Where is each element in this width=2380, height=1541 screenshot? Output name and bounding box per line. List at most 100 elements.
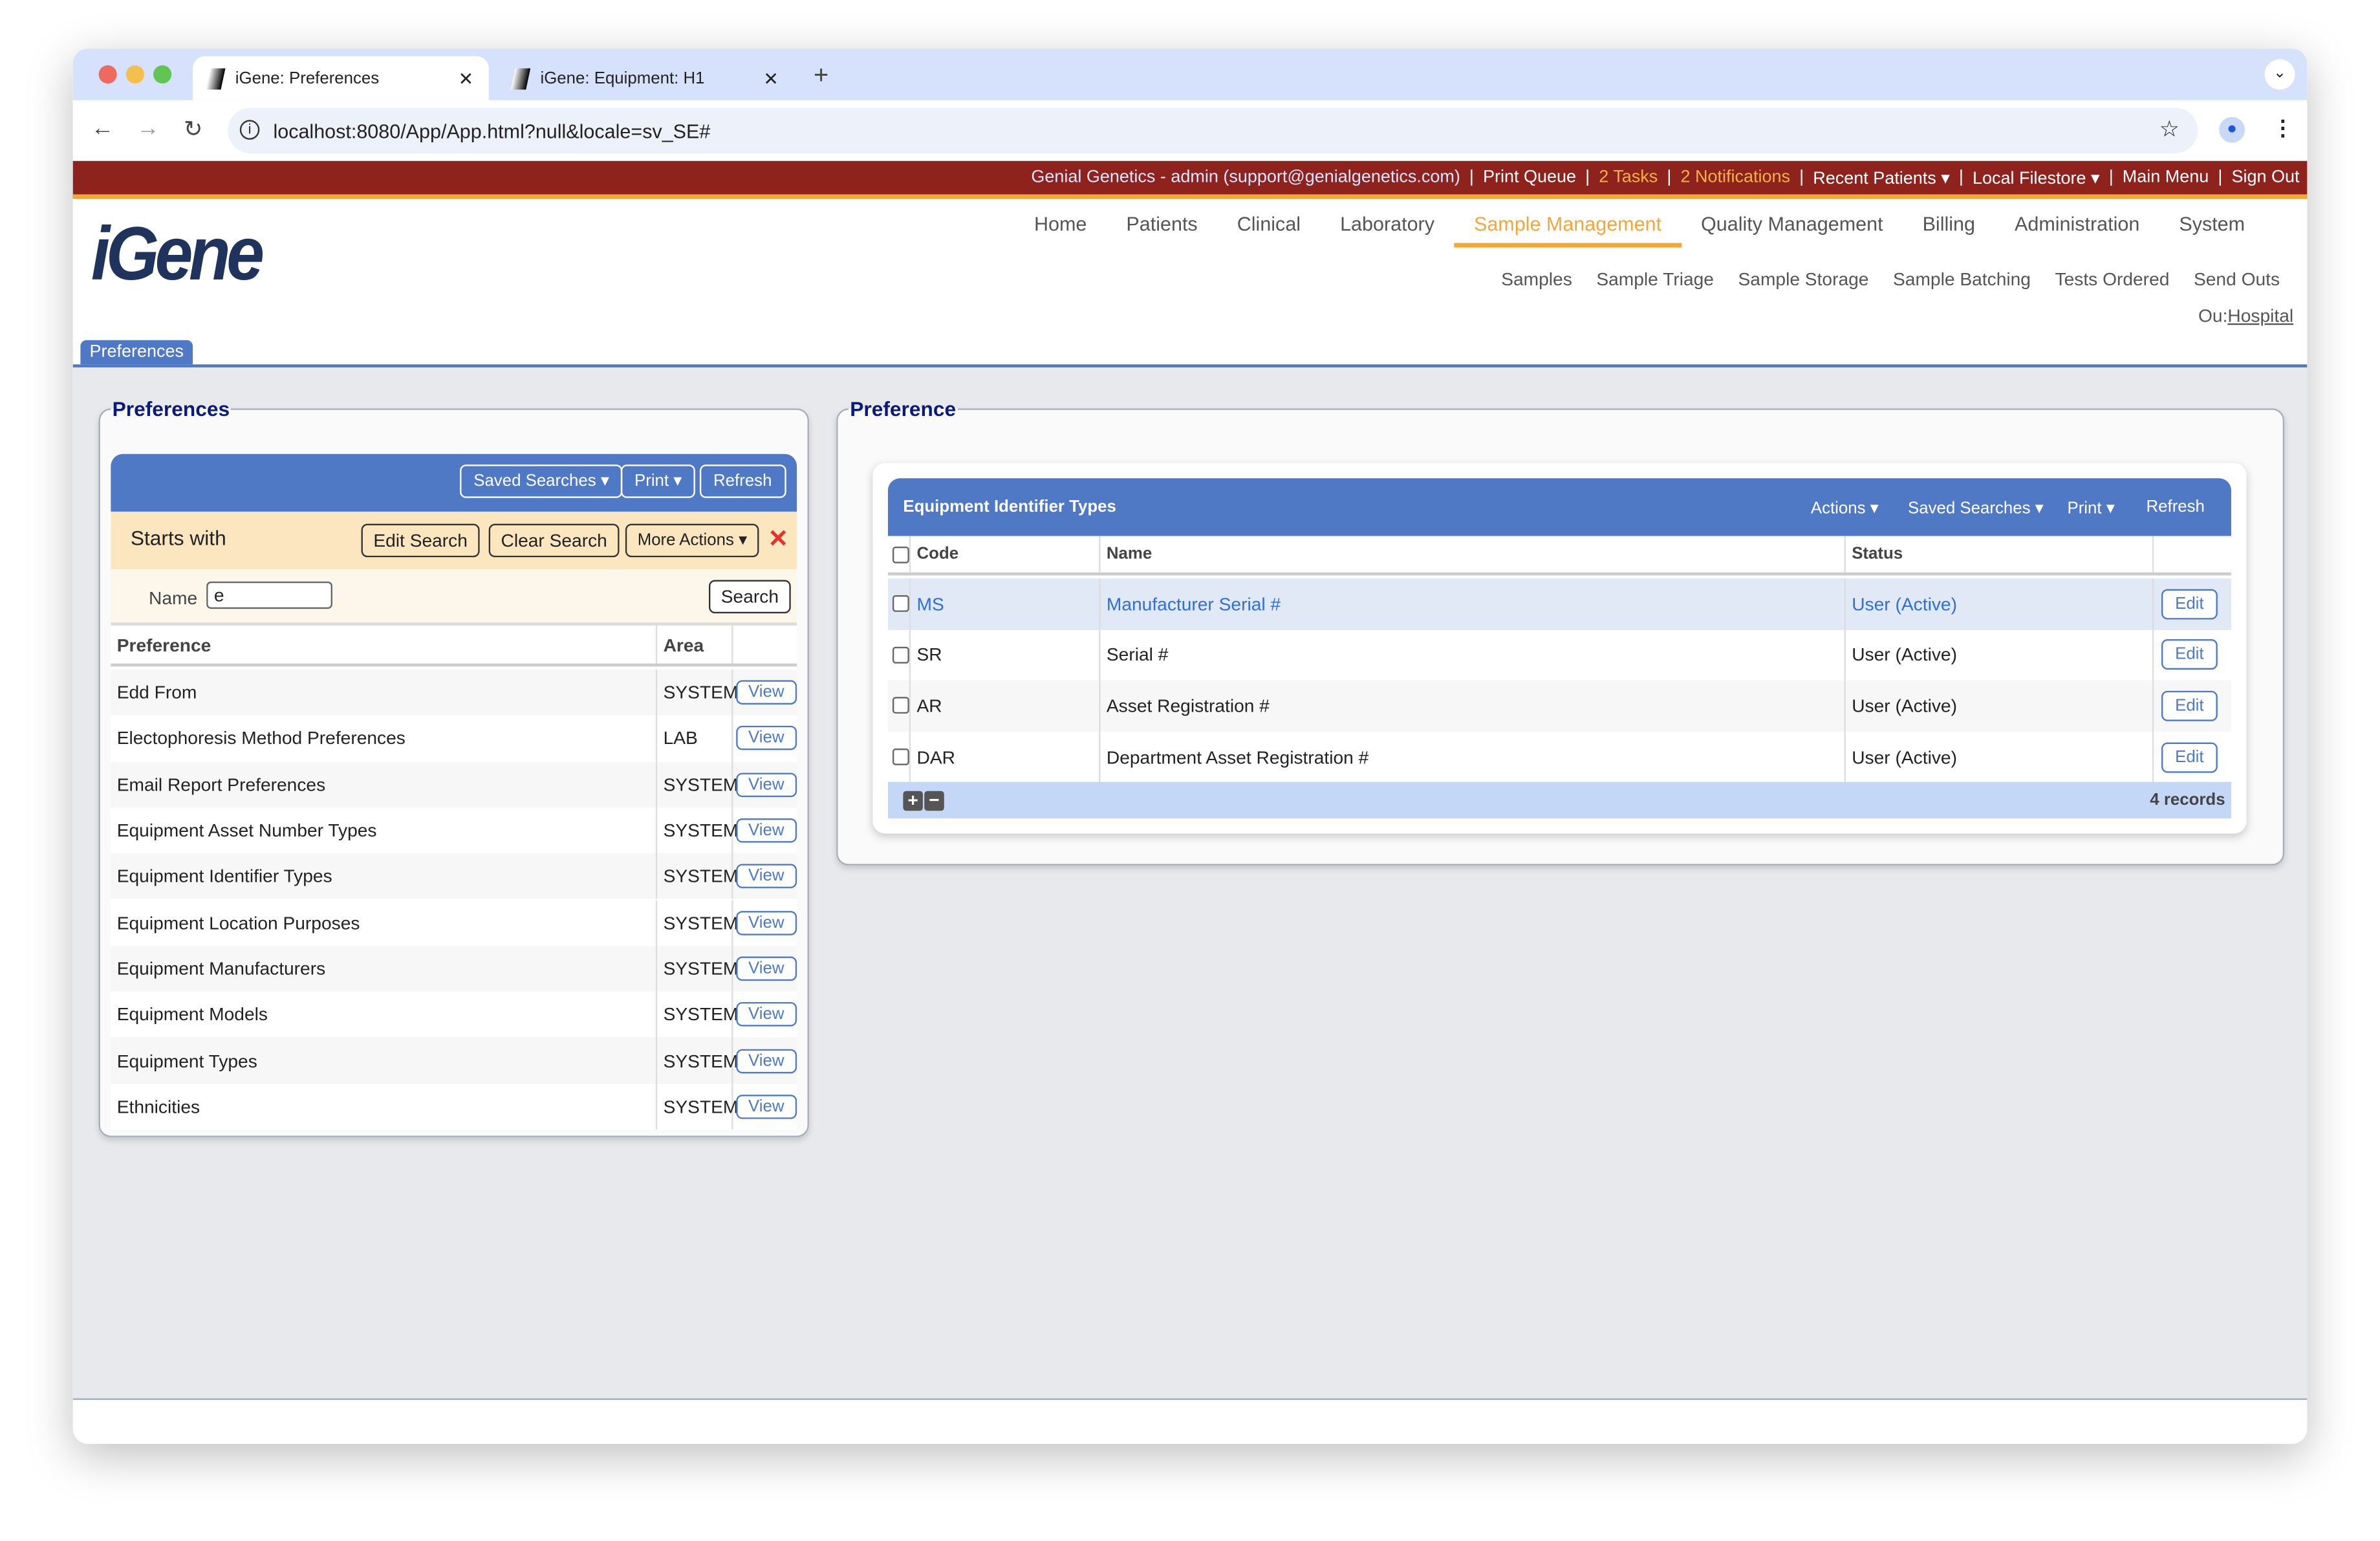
ou-link[interactable]: Hospital [2227,305,2294,327]
subnav-sample-batching[interactable]: Sample Batching [1893,268,2031,290]
nav-laboratory[interactable]: Laboratory [1340,212,1434,235]
table-row[interactable]: Ethnicities SYSTEM View [111,1083,797,1130]
forward-arrow-icon[interactable]: → [136,115,160,142]
close-tab-icon[interactable]: ✕ [458,67,474,89]
column-code[interactable]: Code [911,536,1101,573]
nav-billing[interactable]: Billing [1922,212,1975,235]
nav-sample-management[interactable]: Sample Management [1454,213,1682,248]
nav-system[interactable]: System [2179,212,2245,235]
close-tab-icon[interactable]: ✕ [763,67,779,89]
actions-menu[interactable]: Actions ▾ [1810,499,1879,518]
view-button[interactable]: View [736,772,797,797]
table-row[interactable]: MS Manufacturer Serial # User (Active) E… [887,578,2231,630]
column-preference[interactable]: Preference [111,625,658,664]
sub-nav: Samples Sample Triage Sample Storage Sam… [1489,268,2291,290]
maximize-window-button[interactable] [153,65,172,84]
view-button[interactable]: View [736,1002,797,1027]
view-button[interactable]: View [736,1048,797,1073]
close-search-icon[interactable]: ✕ [768,527,788,553]
table-row[interactable]: Electophoresis Method Preferences LAB Vi… [111,716,797,762]
select-all-checkbox[interactable] [892,545,909,563]
column-name[interactable]: Name [1101,536,1846,573]
table-row[interactable]: Equipment Location Purposes SYSTEM View [111,899,797,946]
view-button[interactable]: View [736,726,797,751]
nav-patients[interactable]: Patients [1126,212,1198,235]
nav-quality-management[interactable]: Quality Management [1701,212,1883,235]
table-row[interactable]: Equipment Asset Number Types SYSTEM View [111,807,797,854]
add-row-icon[interactable]: + [903,790,923,811]
tab-preferences[interactable]: Preferences [80,340,193,365]
nav-home[interactable]: Home [1034,212,1087,235]
site-info-icon[interactable]: i [239,120,260,140]
more-actions-button[interactable]: More Actions ▾ [625,523,759,558]
view-button[interactable]: View [736,956,797,981]
tab-divider [72,364,2308,367]
saved-searches-button[interactable]: Saved Searches ▾ [460,464,623,498]
main-nav: Home Patients Clinical Laboratory Sample… [1014,213,2264,248]
url-field[interactable]: i localhost:8080/App/App.html?null&local… [228,107,2198,154]
column-status[interactable]: Status [1846,536,2154,573]
back-arrow-icon[interactable]: ← [91,115,114,142]
refresh-link[interactable]: Refresh [2146,497,2205,516]
view-button[interactable]: View [736,680,797,705]
edit-button[interactable]: Edit [2161,741,2218,772]
main-menu-link[interactable]: Main Menu [2122,168,2209,187]
view-button[interactable]: View [736,818,797,843]
browser-tab-equipment[interactable]: iGene: Equipment: H1 ✕ [498,56,794,100]
preference-name: Email Report Preferences [111,761,658,808]
table-row[interactable]: SR Serial # User (Active) Edit [887,629,2231,681]
code-cell: DAR [911,731,1101,783]
print-menu[interactable]: Print ▾ [2067,499,2115,518]
bookmark-star-icon[interactable]: ☆ [2159,116,2180,143]
table-row[interactable]: Equipment Manufacturers SYSTEM View [111,945,797,992]
table-row[interactable]: Equipment Types SYSTEM View [111,1037,797,1084]
row-checkbox[interactable] [892,697,909,715]
view-button[interactable]: View [736,910,797,935]
profile-avatar-icon[interactable]: ● [2219,116,2245,143]
table-row[interactable]: Equipment Identifier Types SYSTEM View [111,853,797,900]
clear-search-button[interactable]: Clear Search [488,523,620,558]
view-button[interactable]: View [736,1094,797,1119]
sign-out-link[interactable]: Sign Out [2231,168,2300,187]
remove-row-icon[interactable]: − [924,790,944,811]
print-button[interactable]: Print ▾ [620,464,696,498]
table-row[interactable]: Equipment Models SYSTEM View [111,991,797,1038]
subnav-send-outs[interactable]: Send Outs [2193,268,2280,290]
row-checkbox[interactable] [892,749,909,766]
reload-icon[interactable]: ↻ [183,116,203,143]
refresh-button[interactable]: Refresh [699,464,786,498]
table-row[interactable]: AR Asset Registration # User (Active) Ed… [887,680,2231,732]
minimize-window-button[interactable] [125,65,144,84]
new-tab-button[interactable]: + [813,60,829,90]
nav-administration[interactable]: Administration [2014,212,2140,235]
view-button[interactable]: View [736,864,797,889]
preference-area: SYSTEM [657,899,738,946]
table-row[interactable]: Email Report Preferences SYSTEM View [111,761,797,808]
edit-button[interactable]: Edit [2161,690,2218,721]
notifications-link[interactable]: 2 Notifications [1680,168,1791,187]
recent-patients-menu[interactable]: Recent Patients ▾ [1813,169,1950,189]
print-queue-link[interactable]: Print Queue [1483,168,1577,187]
edit-search-button[interactable]: Edit Search [361,523,480,558]
subnav-tests-ordered[interactable]: Tests Ordered [2055,268,2170,290]
close-window-button[interactable] [98,65,117,84]
name-input[interactable]: e [206,581,332,609]
table-row[interactable]: Edd From SYSTEM View [111,669,797,716]
subnav-samples[interactable]: Samples [1501,268,1572,290]
browser-tab-preferences[interactable]: iGene: Preferences ✕ [193,56,489,100]
column-area[interactable]: Area [657,625,733,664]
tasks-link[interactable]: 2 Tasks [1599,168,1658,187]
browser-menu-icon[interactable]: ⋮ [2272,115,2294,140]
subnav-sample-storage[interactable]: Sample Storage [1738,268,1869,290]
table-row[interactable]: DAR Department Asset Registration # User… [887,731,2231,783]
tab-search-chevron-icon[interactable]: ⌄ [2264,59,2295,90]
nav-clinical[interactable]: Clinical [1237,212,1301,235]
subnav-sample-triage[interactable]: Sample Triage [1596,268,1714,290]
edit-button[interactable]: Edit [2161,589,2218,620]
row-checkbox[interactable] [892,646,909,664]
search-button[interactable]: Search [709,580,791,614]
local-filestore-menu[interactable]: Local Filestore ▾ [1973,169,2100,189]
row-checkbox[interactable] [892,595,909,613]
edit-button[interactable]: Edit [2161,639,2218,670]
saved-searches-menu[interactable]: Saved Searches ▾ [1908,499,2044,518]
